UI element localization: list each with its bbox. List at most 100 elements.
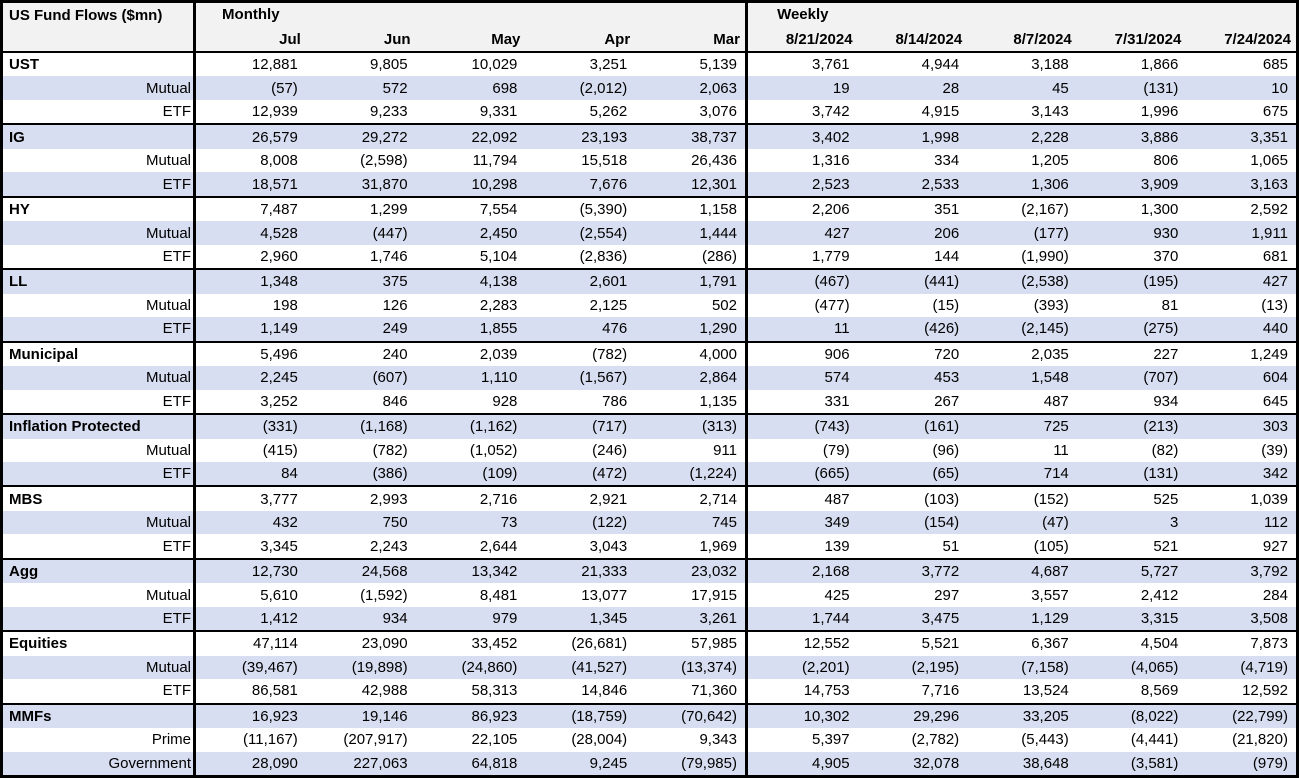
value-cell: 38,737	[691, 128, 737, 146]
value-cell: 846	[382, 392, 408, 410]
value-cell: 2,921	[589, 490, 628, 508]
value-cell: 927	[1262, 537, 1288, 555]
table-row: Mutual 198 126 2,283 2,125 502 (477) (15) (393) 8…	[3, 293, 1296, 318]
value-cell: 86,923	[471, 707, 518, 725]
table-row: Mutual 2,245 (607) 1,110 (1,567) 2,864 574 453 1…	[3, 366, 1296, 390]
table-row: ETF 12,939 9,233 9,331 5,262 3,076 3,742 4,915 3…	[3, 99, 1296, 124]
value-cell: 10	[1271, 79, 1288, 97]
value-cell: 1,791	[699, 273, 737, 291]
value-cell: 8,008	[260, 152, 298, 170]
value-cell: 2,450	[479, 224, 518, 242]
value-cell: (246)	[592, 441, 628, 459]
value-cell: 3,143	[1031, 103, 1069, 121]
value-cell: (665)	[744, 461, 858, 486]
value-cell: 19	[744, 76, 858, 100]
value-cell: 4,000	[699, 345, 737, 363]
value-cell: 1,548	[1031, 369, 1069, 387]
value-cell: 139	[744, 534, 858, 558]
column-header: 7/31/2024	[1114, 30, 1182, 48]
value-cell: 2,716	[479, 490, 518, 508]
value-cell: 525	[1153, 490, 1179, 508]
value-cell: (26,681)	[571, 635, 628, 653]
value-cell: 4,138	[479, 273, 518, 291]
table-row: Mutual 4,528 (447) 2,450 (2,554) 1,444 427 206 (…	[3, 221, 1296, 245]
table-row: ETF 3,345 2,243 2,644 3,043 1,969 139 51 (105) 52…	[3, 534, 1296, 558]
row-label: ETF	[3, 172, 196, 196]
table-row: ETF 84 (386) (109) (472) (1,224) (665) (65) 714 (…	[3, 461, 1296, 486]
value-cell: 979	[492, 610, 518, 628]
value-cell: 1,911	[1251, 224, 1288, 242]
value-cell: (782)	[592, 345, 628, 363]
value-cell: 42,988	[361, 682, 408, 700]
value-cell: 1,348	[260, 273, 298, 291]
value-cell: 5,139	[699, 56, 737, 74]
row-label: ETF	[3, 679, 196, 703]
value-cell: 3,188	[1031, 56, 1069, 74]
table-row: LL 1,348 375 4,138 2,601 1,791 (467) (441) (2,53…	[3, 268, 1296, 294]
value-cell: 13,342	[471, 563, 518, 581]
row-label: Mutual	[3, 510, 196, 535]
value-cell: 342	[1262, 465, 1288, 483]
value-cell: 521	[1153, 537, 1179, 555]
value-cell: 685	[1262, 56, 1288, 74]
value-cell: 453	[934, 369, 960, 387]
value-cell: 2,960	[260, 247, 298, 265]
table-row: Mutual 5,610 (1,592) 8,481 13,077 17,915 425 29…	[3, 583, 1296, 607]
value-cell: (782)	[372, 441, 408, 459]
value-cell: (13)	[1261, 296, 1288, 314]
value-cell: (1,168)	[360, 418, 408, 436]
value-cell: 7,873	[1250, 635, 1288, 653]
value-cell: 698	[492, 79, 518, 97]
value-cell: 112	[1264, 514, 1288, 532]
value-cell: 14,753	[744, 679, 858, 703]
value-cell: (11,167)	[243, 731, 298, 749]
value-cell: (18,759)	[571, 707, 628, 725]
value-cell: 13,077	[581, 586, 628, 604]
value-cell: 425	[744, 583, 858, 607]
value-cell: (19,898)	[351, 658, 408, 676]
value-cell: 3,761	[744, 53, 858, 77]
value-cell: 1,299	[370, 201, 408, 219]
column-header: 8/21/2024	[744, 27, 858, 51]
value-cell: 21,333	[581, 563, 628, 581]
value-cell: 375	[382, 273, 408, 291]
value-cell: 1,969	[699, 537, 737, 555]
value-cell: 440	[1262, 320, 1288, 338]
value-cell: 206	[934, 224, 960, 242]
value-cell: 502	[711, 296, 737, 314]
value-cell: (5,443)	[1021, 731, 1069, 749]
value-cell: 2,228	[1031, 128, 1069, 146]
value-cell: (5,390)	[579, 201, 628, 219]
value-cell: 3,772	[921, 563, 960, 581]
value-cell: 38,648	[1022, 754, 1069, 772]
value-cell: (1,052)	[469, 441, 518, 459]
value-cell: 5,727	[1140, 563, 1179, 581]
value-cell: 227,063	[353, 754, 408, 772]
value-cell: 28	[942, 79, 960, 97]
table-header: US Fund Flows ($mn) Monthly Weekly Jul Ju…	[3, 3, 1296, 53]
value-cell: 714	[1043, 465, 1069, 483]
value-cell: (447)	[372, 224, 408, 242]
value-cell: 476	[602, 320, 628, 338]
table-row: HY 7,487 1,299 7,554 (5,390) 1,158 2,206 351 (2,…	[3, 195, 1296, 222]
value-cell: (177)	[1033, 224, 1069, 242]
value-cell: 7,487	[260, 201, 298, 219]
value-cell: 13,524	[1022, 682, 1069, 700]
value-cell: (743)	[744, 415, 858, 439]
value-cell: 1,444	[699, 224, 737, 242]
value-cell: (707)	[1143, 369, 1179, 387]
value-cell: 9,343	[699, 731, 737, 749]
value-cell: (393)	[1033, 296, 1069, 314]
group-label: Municipal	[3, 342, 196, 367]
row-label: ETF	[3, 606, 196, 631]
value-cell: 3,351	[1250, 128, 1288, 146]
value-cell: 267	[934, 392, 960, 410]
value-cell: 6,367	[1031, 635, 1069, 653]
value-cell: (331)	[262, 418, 298, 436]
value-cell: (979)	[1252, 754, 1288, 772]
value-cell: (607)	[372, 369, 408, 387]
value-cell: 4,905	[744, 751, 858, 776]
value-cell: 334	[934, 152, 960, 170]
value-cell: 2,206	[744, 197, 858, 222]
monthly-section-label: Monthly	[222, 6, 280, 23]
